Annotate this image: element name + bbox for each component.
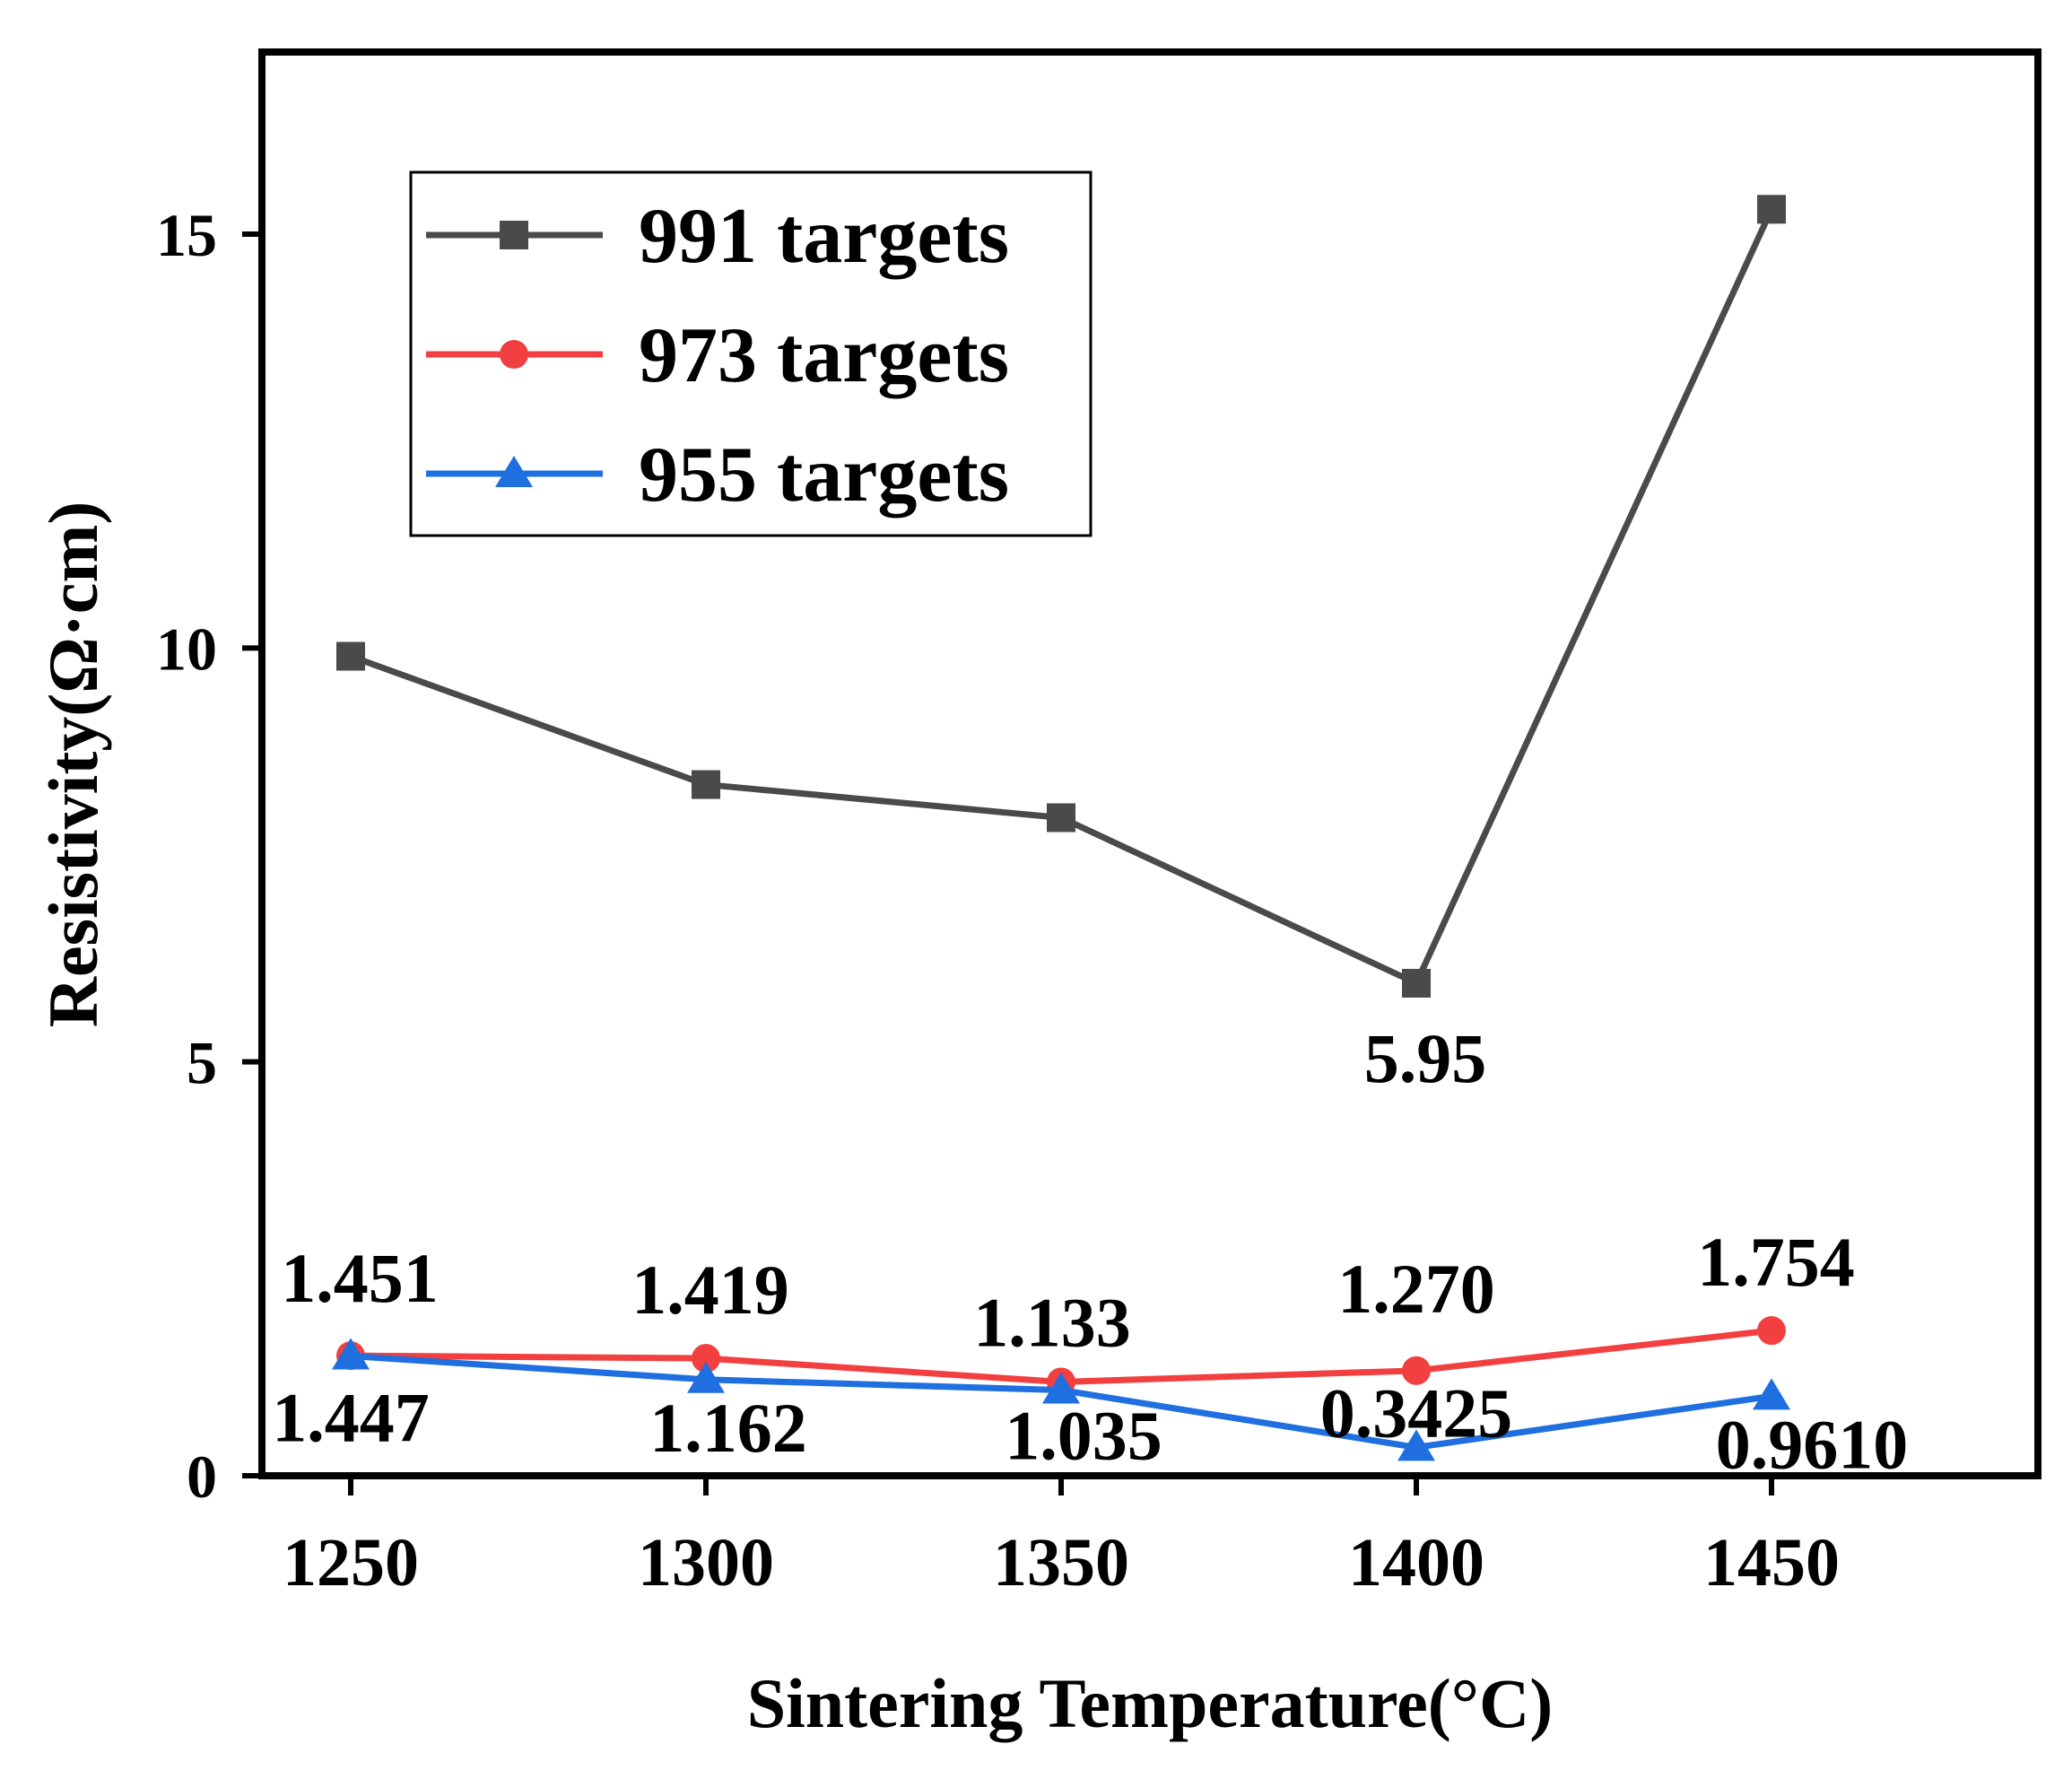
legend-swatch-marker	[495, 456, 533, 487]
legend-swatch-marker	[500, 221, 528, 249]
data-point	[1757, 195, 1786, 224]
data-label: 1.162	[649, 1389, 807, 1467]
legend-item: 973 targets	[426, 312, 1009, 399]
data-label: 1.133	[973, 1283, 1131, 1361]
data-label: 0.3425	[1320, 1373, 1513, 1452]
y-tick-label: 10	[156, 615, 217, 683]
series-955-targets	[332, 1338, 1790, 1461]
data-label: 1.035	[1005, 1397, 1162, 1475]
plot-frame	[258, 48, 2042, 1479]
data-label: 0.9610	[1716, 1405, 1909, 1483]
legend-label: 973 targets	[639, 312, 1009, 399]
data-label: 1.270	[1337, 1250, 1495, 1328]
legend-item: 991 targets	[426, 193, 1009, 280]
data-label: 1.451	[281, 1239, 439, 1317]
data-point	[1042, 1372, 1080, 1404]
data-label-layer: 5.95 1.451 1.419 1.133 1.270 1.754 1.447 1.162 1…	[272, 1019, 1908, 1483]
y-tick-label: 0	[187, 1443, 217, 1511]
tick-layer: 0 5 10 15 1250 1300 1350 1400 1450	[156, 201, 1840, 1600]
x-tick-label: 1350	[993, 1525, 1129, 1600]
y-tick-label: 5	[187, 1029, 217, 1097]
data-point	[692, 770, 720, 799]
data-point	[692, 1344, 720, 1373]
data-point	[1397, 1429, 1435, 1461]
y-tick-label: 15	[156, 201, 217, 269]
x-tick-label: 1300	[638, 1525, 774, 1600]
legend-label: 955 targets	[639, 432, 1009, 519]
data-point	[687, 1361, 725, 1393]
data-label: 1.447	[272, 1378, 430, 1456]
data-point	[1402, 1356, 1431, 1385]
legend-swatch-marker	[500, 340, 528, 369]
legend: 991 targets 973 targets 955 targets	[409, 170, 1093, 537]
data-point	[1047, 803, 1075, 833]
x-tick-label: 1450	[1703, 1525, 1840, 1600]
legend-item: 955 targets	[426, 432, 1009, 519]
x-tick-label: 1250	[283, 1525, 419, 1600]
data-label: 1.419	[631, 1251, 789, 1329]
data-point	[332, 1338, 370, 1370]
series-991-targets	[336, 195, 1786, 998]
legend-label: 991 targets	[639, 193, 1009, 280]
x-axis-title: Sintering Temperature(°C)	[747, 1664, 1554, 1742]
data-label: 1.754	[1697, 1223, 1855, 1301]
data-point	[336, 641, 365, 671]
y-axis-title: Resistivity(Ω·cm)	[34, 501, 112, 1028]
x-tick-label: 1400	[1348, 1525, 1484, 1600]
data-point	[1402, 969, 1431, 998]
series-layer	[332, 195, 1790, 1461]
data-point	[1753, 1378, 1790, 1410]
data-point	[1757, 1316, 1786, 1346]
data-label: 5.95	[1364, 1019, 1487, 1097]
